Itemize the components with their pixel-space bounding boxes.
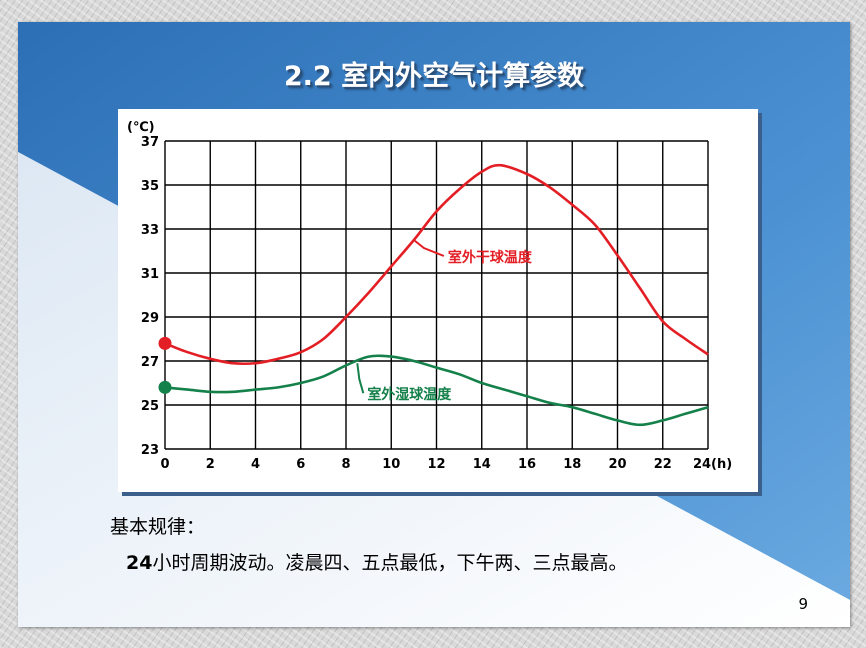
y-tick-label: 29 bbox=[141, 311, 159, 326]
x-tick-label: 24 bbox=[693, 457, 711, 472]
annotation-leader-0 bbox=[413, 239, 445, 257]
annotation-label-0: 室外干球温度 bbox=[448, 249, 533, 266]
x-tick-label: 22 bbox=[654, 457, 672, 472]
y-tick-label: 27 bbox=[141, 355, 159, 370]
chart-container: 23 25 27 29 31 33 35 37 0 2 4 6 8 10 12 14 16 18 20 22 24 (℃)… bbox=[118, 109, 758, 492]
rule-text: 24小时周期波动。凌晨四、五点最低，下午两、三点最高。 bbox=[126, 548, 627, 575]
slide: 2.2 室内外空气计算参数 23 25 27 29 31 33 35 37 0 2 4 6 8 10 12 1… bbox=[18, 22, 850, 627]
y-tick-label: 33 bbox=[141, 223, 159, 238]
y-tick-label: 31 bbox=[141, 267, 159, 282]
rule-description: 小时周期波动。凌晨四、五点最低，下午两、三点最高。 bbox=[152, 552, 628, 574]
series-line-0 bbox=[164, 163, 709, 366]
x-tick-label: 20 bbox=[608, 457, 626, 472]
y-tick-label: 35 bbox=[141, 179, 159, 194]
annotation-label-1: 室外湿球温度 bbox=[367, 386, 452, 403]
y-tick-label: 23 bbox=[141, 443, 159, 458]
x-tick-label: 2 bbox=[206, 457, 215, 472]
x-tick-label: 8 bbox=[341, 457, 350, 472]
y-unit-label: (℃) bbox=[127, 120, 155, 135]
annotation-leader-1 bbox=[356, 363, 365, 394]
y-tick-label: 37 bbox=[141, 135, 159, 150]
x-tick-label: 12 bbox=[427, 457, 445, 472]
x-tick-label: 16 bbox=[518, 457, 536, 472]
x-tick-label: 14 bbox=[473, 457, 491, 472]
x-tick-label: 6 bbox=[296, 457, 305, 472]
page-number: 9 bbox=[798, 595, 808, 613]
x-unit-label: (h) bbox=[711, 457, 732, 472]
rule-number: 24 bbox=[126, 552, 153, 574]
chart-grid bbox=[164, 140, 709, 450]
y-tick-label: 25 bbox=[141, 399, 159, 414]
x-tick-label: 4 bbox=[251, 457, 260, 472]
series-start-marker-0 bbox=[158, 336, 172, 350]
rule-heading: 基本规律： bbox=[110, 516, 206, 538]
x-tick-label: 10 bbox=[382, 457, 400, 472]
chart-series bbox=[158, 163, 709, 427]
x-tick-label: 0 bbox=[160, 457, 169, 472]
series-start-marker-1 bbox=[158, 380, 172, 394]
x-tick-label: 18 bbox=[563, 457, 581, 472]
series-line-1 bbox=[164, 354, 709, 427]
slide-title: 2.2 室内外空气计算参数 bbox=[283, 61, 585, 92]
